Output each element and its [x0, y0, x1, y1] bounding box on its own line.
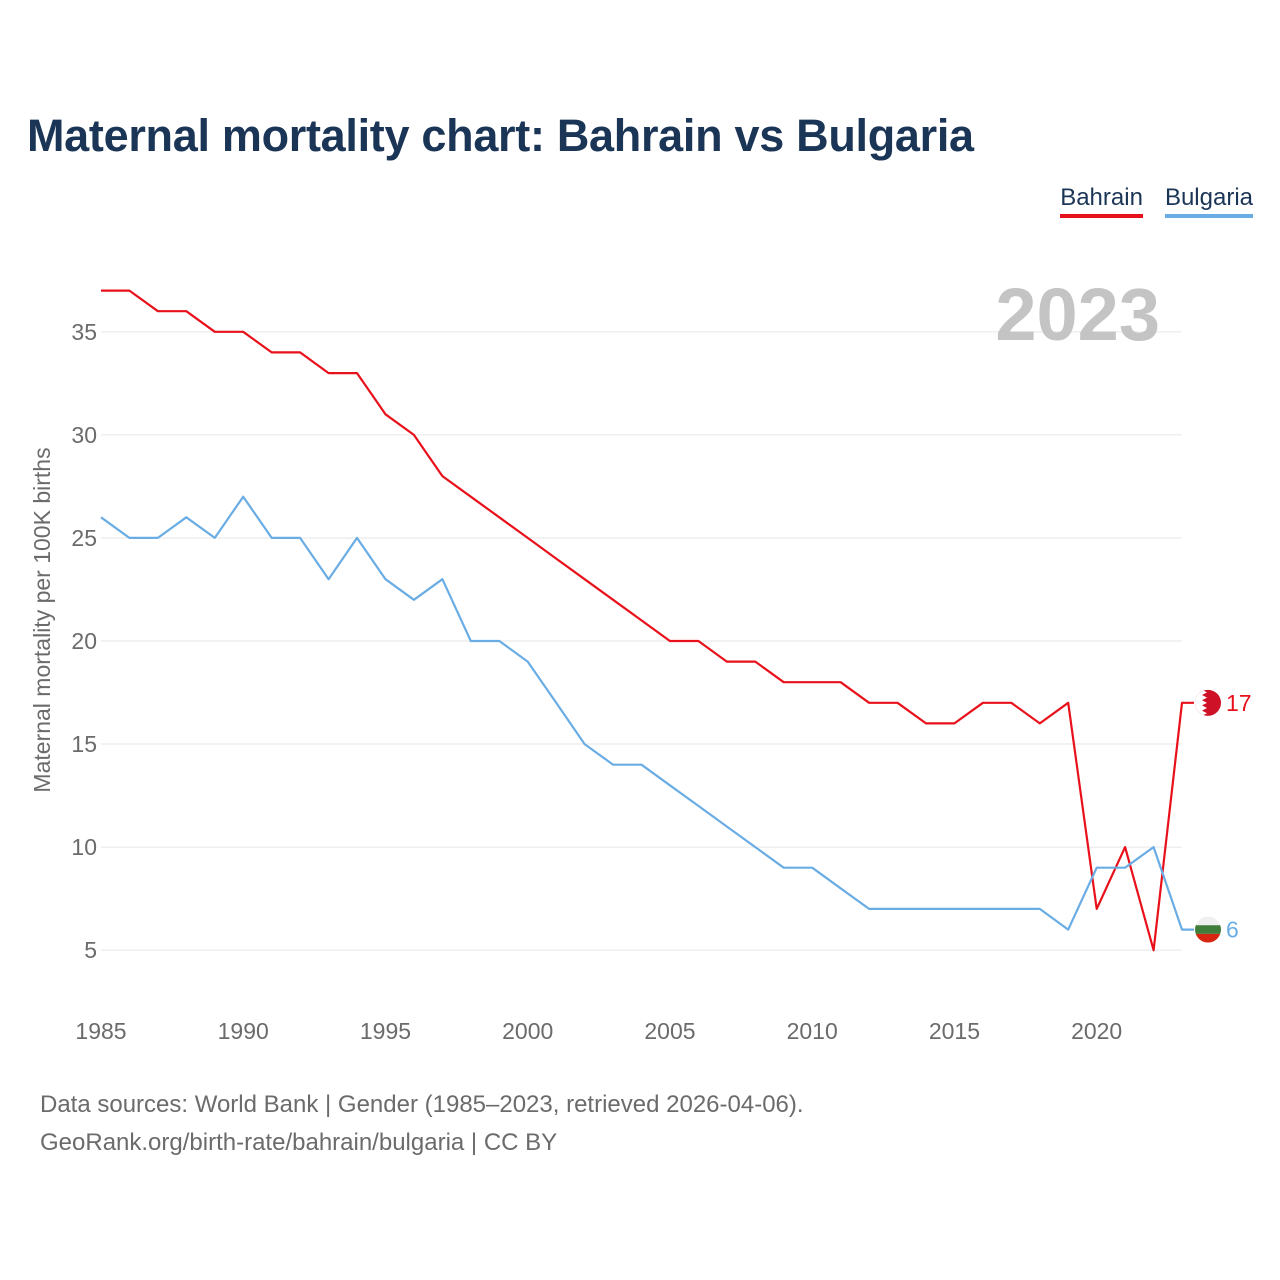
x-tick-label: 1995	[360, 1018, 411, 1044]
flag-bahrain-icon	[1195, 689, 1221, 716]
y-tick-label: 25	[71, 525, 97, 551]
y-tick-label: 5	[84, 937, 97, 963]
x-tick-label: 2005	[644, 1018, 695, 1044]
end-label-bahrain: 17	[1226, 690, 1252, 716]
x-tick-label: 2010	[787, 1018, 838, 1044]
legend: Bahrain Bulgaria	[1060, 184, 1253, 218]
y-tick-label: 15	[71, 731, 97, 757]
x-tick-label: 2020	[1071, 1018, 1122, 1044]
y-tick-label: 35	[71, 319, 97, 345]
data-source-text: Data sources: World Bank | Gender (1985–…	[40, 1091, 804, 1118]
flag-bulgaria-icon	[1195, 916, 1221, 943]
series-line-bahrain[interactable]	[101, 289, 1194, 952]
y-tick-label: 30	[71, 422, 97, 448]
series-line-bulgaria[interactable]	[100, 495, 1194, 931]
legend-item-bulgaria[interactable]: Bulgaria	[1164, 184, 1253, 218]
chart-title: Maternal mortality chart: Bahrain vs Bul…	[27, 110, 974, 161]
legend-item-bahrain[interactable]: Bahrain	[1060, 184, 1143, 218]
y-axis-label: Maternal mortality per 100K births	[29, 447, 55, 792]
y-tick-label: 10	[71, 834, 97, 860]
y-tick-label: 20	[71, 628, 97, 654]
x-tick-label: 2015	[929, 1018, 980, 1044]
end-label-bulgaria: 6	[1226, 917, 1239, 943]
attribution-link[interactable]: GeoRank.org/birth-rate/bahrain/bulgaria …	[40, 1129, 558, 1156]
x-tick-label: 1985	[75, 1018, 126, 1044]
x-tick-label: 1990	[218, 1018, 269, 1044]
footer: Data sources: World Bank | Gender (1985–…	[40, 1086, 804, 1162]
x-tick-label: 2000	[502, 1018, 553, 1044]
year-watermark: 2023	[995, 273, 1160, 356]
